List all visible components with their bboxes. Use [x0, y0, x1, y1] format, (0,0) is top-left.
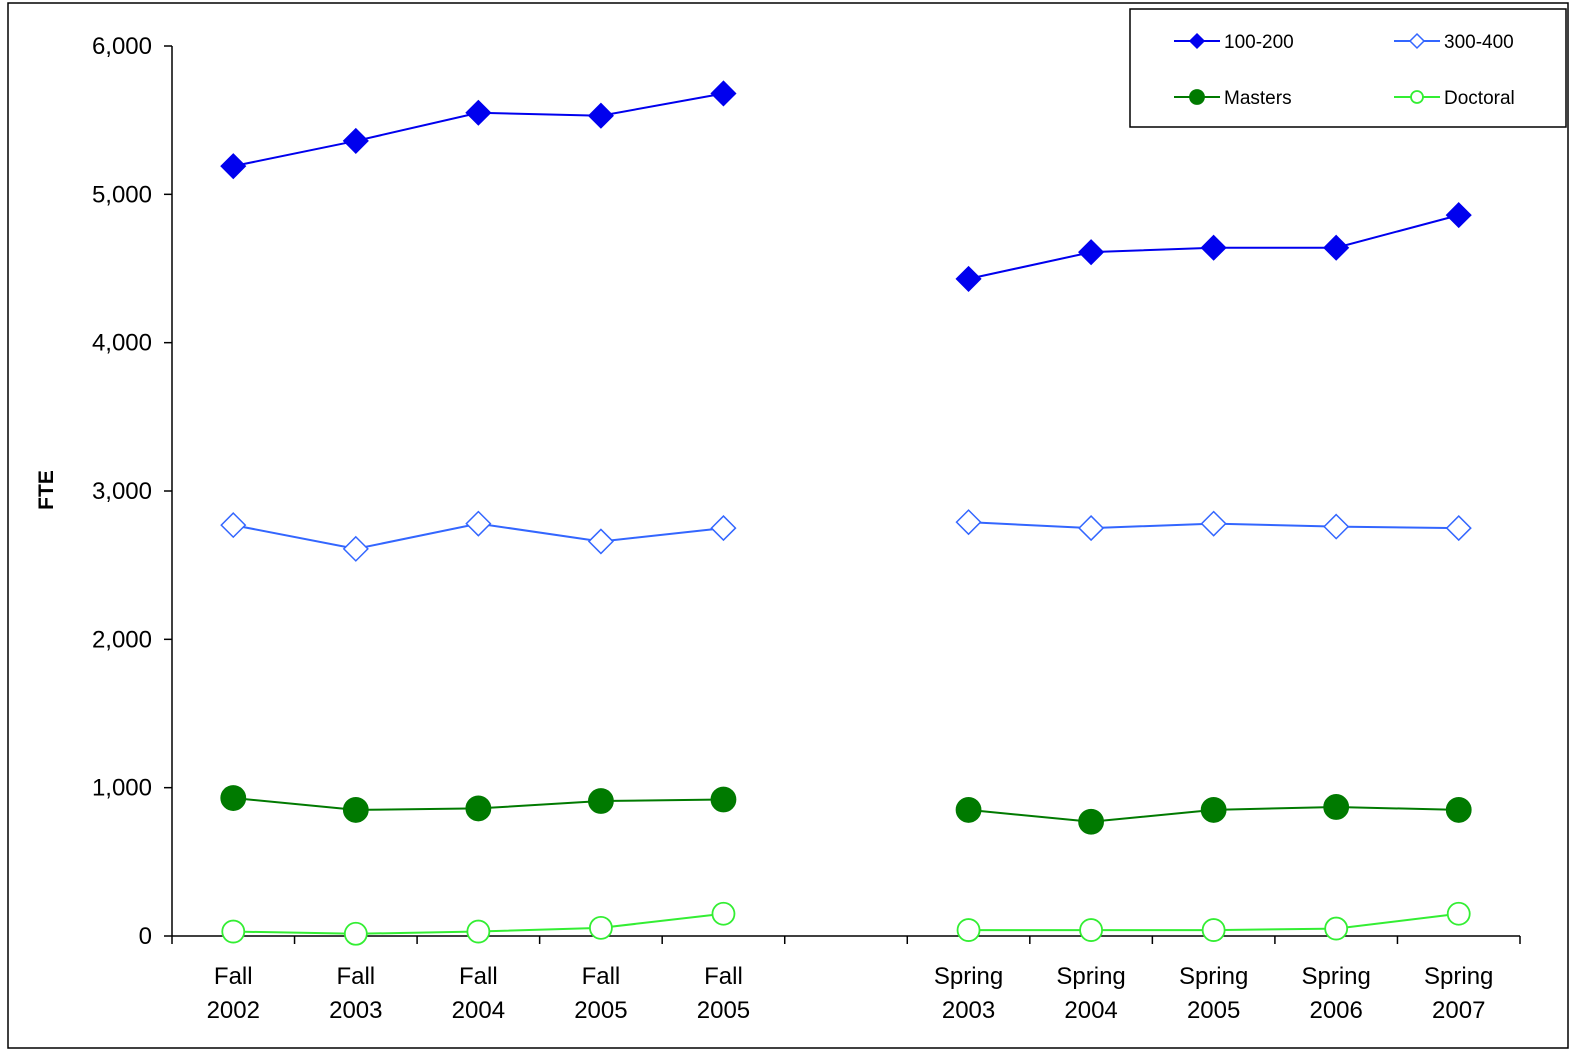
x-tick-label-line2: 2005 — [574, 997, 627, 1024]
x-tick-label-line1: Fall — [214, 963, 253, 990]
legend-box — [1129, 8, 1567, 128]
x-tick-label-line1: Fall — [582, 963, 621, 990]
data-point — [588, 788, 614, 814]
legend-marker — [1188, 32, 1206, 50]
data-point — [1324, 916, 1349, 941]
series-doctoral — [221, 901, 1471, 946]
data-point — [220, 785, 247, 811]
data-point — [221, 919, 246, 944]
data-point — [465, 795, 492, 822]
data-point — [1323, 513, 1350, 540]
x-tick-label-line1: Fall — [704, 963, 743, 990]
legend-label: 100-200 — [1224, 32, 1294, 53]
x-tick-label-line1: Spring — [934, 963, 1003, 990]
legend-label: Doctoral — [1444, 88, 1515, 109]
data-point — [710, 515, 737, 542]
x-tick-label-line2: 2006 — [1309, 997, 1362, 1024]
data-point — [711, 901, 736, 926]
data-point — [710, 786, 737, 813]
series-masters — [220, 785, 1472, 835]
data-point — [465, 510, 492, 537]
data-point — [342, 535, 369, 562]
data-point — [1323, 234, 1350, 261]
y-tick-label: 6,000 — [92, 33, 152, 60]
data-point — [1323, 794, 1350, 820]
legend-entry: Doctoral — [1394, 88, 1515, 109]
x-tick-label-line1: Spring — [1301, 963, 1370, 990]
x-tick-label-line2: 2002 — [207, 997, 260, 1024]
y-tick-label: 1,000 — [92, 775, 152, 802]
data-point — [342, 127, 369, 154]
x-tick-label-line2: 2004 — [1064, 997, 1117, 1024]
x-tick-label-line2: 2003 — [942, 997, 995, 1024]
series-layer — [220, 80, 1472, 946]
data-point — [1200, 797, 1227, 823]
y-tick-label: 0 — [139, 923, 152, 950]
y-tick-label: 3,000 — [92, 478, 152, 505]
data-point — [1200, 510, 1227, 537]
data-point — [1445, 202, 1472, 229]
data-point — [587, 102, 614, 129]
x-tick-label-line2: 2005 — [1187, 997, 1240, 1024]
x-tick-label-line2: 2003 — [329, 997, 382, 1024]
data-point — [1446, 901, 1471, 926]
data-point — [1200, 234, 1227, 261]
legend-marker — [1410, 90, 1424, 104]
data-point — [955, 509, 982, 536]
axes: 6,000 5,000 4,000 3,000 2,000 1,000 0 Fall 2002 F… — [35, 33, 1521, 1024]
x-tick-label-line1: Fall — [336, 963, 375, 990]
y-axis-title: FTE — [35, 470, 58, 510]
legend-entry: 100-200 — [1174, 32, 1294, 53]
data-point — [1079, 918, 1103, 942]
legend-label: 300-400 — [1444, 32, 1514, 53]
x-tick-label-line1: Fall — [459, 963, 498, 990]
data-point — [1078, 515, 1105, 542]
data-point — [1445, 797, 1472, 823]
data-point — [710, 80, 737, 107]
data-point — [589, 915, 613, 940]
x-tick-label-line1: Spring — [1424, 963, 1493, 990]
x-tick-label-line2: 2007 — [1432, 997, 1485, 1024]
legend-label: Masters — [1224, 88, 1292, 109]
y-tick-label: 4,000 — [92, 330, 152, 357]
data-point — [955, 265, 982, 292]
data-point — [956, 918, 981, 942]
data-point — [343, 921, 368, 946]
x-tick-label-line2: 2004 — [452, 997, 505, 1024]
data-point — [1445, 515, 1472, 542]
data-point — [220, 512, 247, 539]
data-point — [1078, 808, 1104, 835]
x-tick-label-line1: Spring — [1179, 963, 1248, 990]
series-300-400 — [220, 509, 1472, 562]
x-tick-label-line2: 2005 — [697, 997, 750, 1024]
x-tick-label-line1: Spring — [1056, 963, 1125, 990]
data-point — [955, 797, 982, 823]
data-point — [1201, 918, 1226, 942]
data-point — [466, 919, 491, 944]
y-tick-label: 2,000 — [92, 626, 152, 653]
y-tick-label: 5,000 — [92, 181, 152, 208]
series-100-200 — [220, 80, 1472, 292]
legend: 100-200 300-400 Masters Doctoral — [1129, 8, 1567, 128]
legend-marker — [1408, 32, 1426, 50]
data-point — [587, 528, 614, 555]
legend-entry: 300-400 — [1394, 32, 1514, 53]
legend-marker — [1189, 89, 1205, 105]
data-point — [1078, 239, 1105, 266]
data-point — [465, 99, 492, 126]
legend-entry: Masters — [1174, 88, 1292, 109]
data-point — [342, 797, 369, 823]
data-point — [220, 153, 247, 180]
